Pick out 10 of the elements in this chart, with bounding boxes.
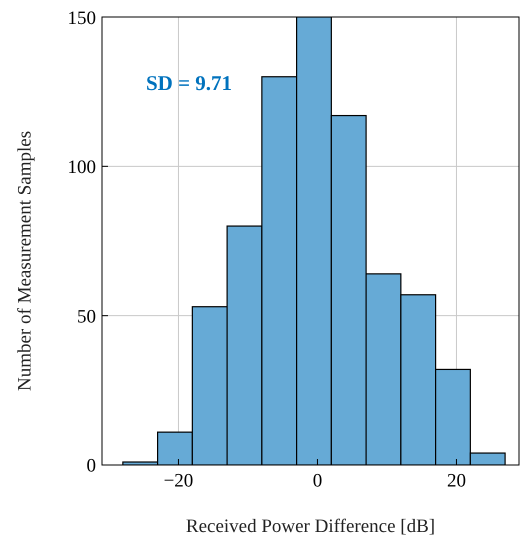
y-tick-label: 150: [68, 8, 96, 29]
x-tick-label: −20: [164, 470, 194, 492]
y-tick-label: 100: [68, 157, 96, 178]
x-axis-title: Received Power Difference [dB]: [186, 516, 436, 537]
x-tick-label: 20: [446, 470, 466, 492]
x-tick-label: 0: [312, 470, 322, 492]
y-axis-title: Number of Measurement Samples: [14, 130, 36, 391]
annotation: SD = 9.71: [146, 70, 232, 95]
y-tick-label: 50: [77, 306, 96, 328]
y-tick-label: 0: [86, 456, 96, 477]
